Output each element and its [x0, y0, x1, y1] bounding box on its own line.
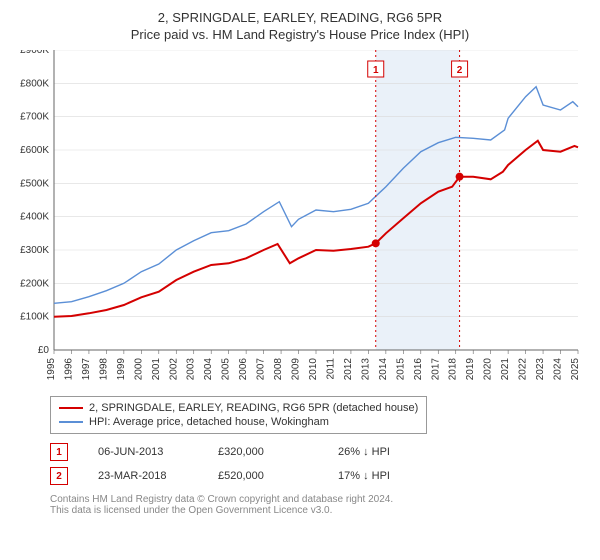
sale-pct: 26% ↓ HPI — [338, 446, 428, 458]
svg-text:2016: 2016 — [413, 358, 424, 381]
svg-text:£800K: £800K — [20, 78, 49, 89]
svg-text:2007: 2007 — [256, 358, 267, 381]
legend-box: 2, SPRINGDALE, EARLEY, READING, RG6 5PR … — [50, 396, 427, 434]
svg-text:2006: 2006 — [238, 358, 249, 381]
sale-price: £320,000 — [218, 446, 308, 458]
chart-svg: £0 £100K £200K £300K £400K £500K £600K £700K £80… — [10, 50, 590, 390]
sale-price: £520,000 — [218, 470, 308, 482]
svg-text:£300K: £300K — [20, 245, 49, 256]
svg-text:2002: 2002 — [168, 358, 179, 381]
svg-text:2: 2 — [457, 65, 463, 76]
svg-text:2003: 2003 — [186, 358, 197, 381]
marker-badge-icon: 1 — [50, 443, 68, 461]
legend-swatch-icon — [59, 421, 83, 423]
svg-text:2000: 2000 — [133, 358, 144, 381]
sales-table: 1 06-JUN-2013 £320,000 26% ↓ HPI 2 23-MA… — [50, 440, 590, 488]
svg-text:£700K: £700K — [20, 112, 49, 123]
svg-text:1997: 1997 — [81, 358, 92, 381]
svg-text:£500K: £500K — [20, 178, 49, 189]
table-row: 2 23-MAR-2018 £520,000 17% ↓ HPI — [50, 464, 590, 488]
svg-text:1: 1 — [373, 65, 379, 76]
svg-text:£600K: £600K — [20, 145, 49, 156]
svg-text:2012: 2012 — [343, 358, 354, 381]
svg-text:2014: 2014 — [378, 358, 389, 381]
sale-pct: 17% ↓ HPI — [338, 470, 428, 482]
svg-text:2018: 2018 — [448, 358, 459, 381]
marker-badge-icon: 2 — [50, 467, 68, 485]
svg-text:2020: 2020 — [483, 358, 494, 381]
svg-text:2010: 2010 — [308, 358, 319, 381]
legend-row: HPI: Average price, detached house, Woki… — [59, 415, 418, 429]
svg-text:2019: 2019 — [465, 358, 476, 381]
chart-subtitle: Price paid vs. HM Land Registry's House … — [10, 27, 590, 42]
svg-text:2004: 2004 — [203, 358, 214, 381]
svg-text:£0: £0 — [38, 345, 50, 356]
svg-text:2008: 2008 — [273, 358, 284, 381]
svg-text:2023: 2023 — [535, 358, 546, 381]
legend-label: 2, SPRINGDALE, EARLEY, READING, RG6 5PR … — [89, 402, 418, 414]
svg-text:£400K: £400K — [20, 212, 49, 223]
svg-text:2005: 2005 — [221, 358, 232, 381]
footer-line: Contains HM Land Registry data © Crown c… — [50, 494, 590, 505]
svg-text:2017: 2017 — [430, 358, 441, 381]
svg-text:£100K: £100K — [20, 312, 49, 323]
svg-text:2001: 2001 — [151, 358, 162, 381]
legend-swatch-icon — [59, 407, 83, 409]
chart-container: 2, SPRINGDALE, EARLEY, READING, RG6 5PR … — [0, 0, 600, 522]
svg-text:2011: 2011 — [325, 358, 336, 380]
svg-text:1996: 1996 — [63, 358, 74, 381]
svg-text:£900K: £900K — [20, 50, 49, 56]
svg-text:2015: 2015 — [395, 358, 406, 381]
svg-text:1995: 1995 — [46, 358, 57, 381]
svg-text:2022: 2022 — [518, 358, 529, 381]
sale-date: 06-JUN-2013 — [98, 446, 188, 458]
svg-text:2013: 2013 — [360, 358, 371, 381]
svg-text:2025: 2025 — [570, 358, 581, 381]
svg-text:2021: 2021 — [500, 358, 511, 381]
chart-area: £0 £100K £200K £300K £400K £500K £600K £700K £80… — [10, 50, 590, 390]
chart-title: 2, SPRINGDALE, EARLEY, READING, RG6 5PR — [10, 10, 590, 25]
table-row: 1 06-JUN-2013 £320,000 26% ↓ HPI — [50, 440, 590, 464]
footer-text: Contains HM Land Registry data © Crown c… — [50, 494, 590, 516]
svg-text:2024: 2024 — [553, 358, 564, 381]
svg-text:£200K: £200K — [20, 278, 49, 289]
legend-label: HPI: Average price, detached house, Woki… — [89, 416, 329, 428]
svg-text:1998: 1998 — [98, 358, 109, 381]
svg-text:2009: 2009 — [291, 358, 302, 381]
svg-text:1999: 1999 — [116, 358, 127, 381]
sale-date: 23-MAR-2018 — [98, 470, 188, 482]
footer-line: This data is licensed under the Open Gov… — [50, 505, 590, 516]
legend-row: 2, SPRINGDALE, EARLEY, READING, RG6 5PR … — [59, 401, 418, 415]
